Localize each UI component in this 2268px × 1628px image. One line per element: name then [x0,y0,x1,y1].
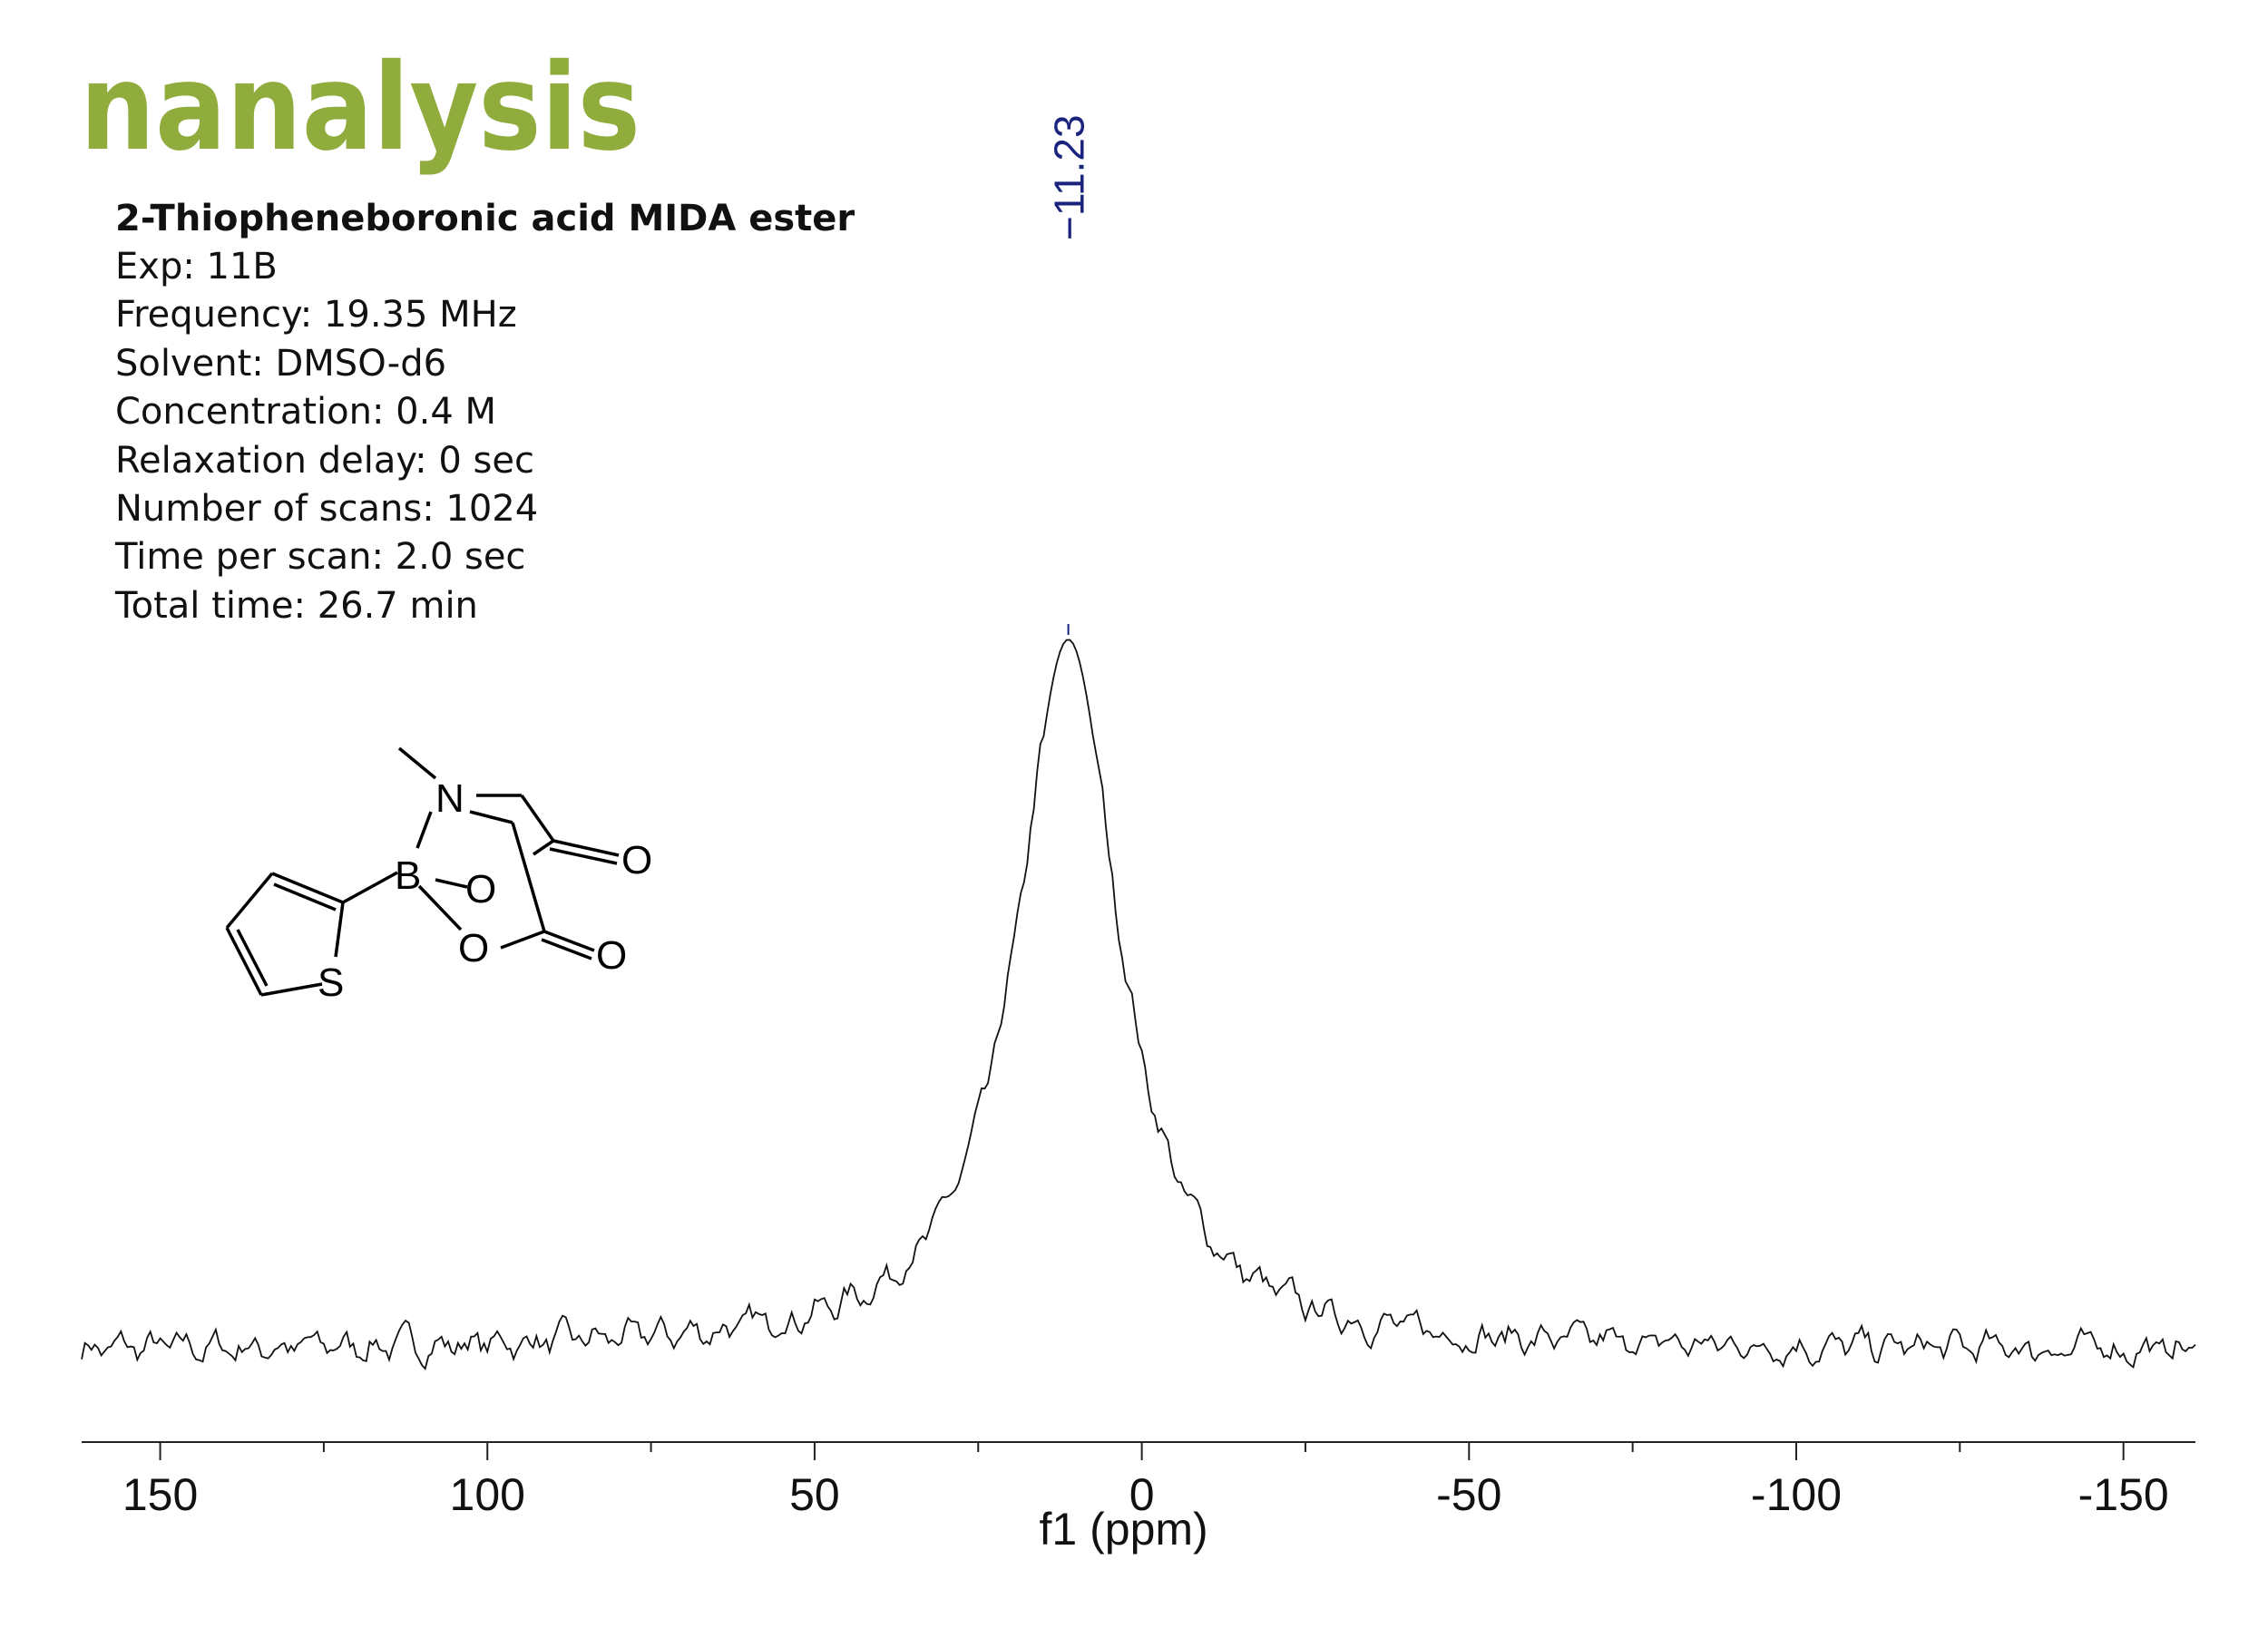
param-relaxation-delay: Relaxation delay: 0 sec [115,439,534,482]
param-solvent: Solvent: DMSO-d6 [115,342,447,385]
atom-o4: O [596,933,627,978]
sample-info: 2-Thiopheneboronic acid MIDA ester Exp: … [115,194,855,630]
molecule-structure: N B O O O O S [225,746,652,1005]
x-axis-ticks: 150 100 50 0 -50 -100 -150 [122,1442,2169,1520]
logo-text: nanalysis [80,54,640,178]
x-tick-label: 50 [789,1469,840,1520]
param-experiment: Exp: 11B [115,246,278,288]
bond-n-ch2b [469,810,513,824]
bond-co-lower-2 [541,938,592,960]
x-axis-title: f1 (ppm) [1040,1504,1208,1555]
atom-o3: O [621,838,652,882]
atom-n: N [435,776,464,821]
nanalysis-logo: nanalysis [80,54,640,178]
param-frequency: Frequency: 19.35 MHz [115,294,517,336]
x-tick-label: 0 [1129,1469,1155,1520]
bond-thio-c2-s [334,902,345,958]
bond-thio-c4-c5-dbl [236,929,269,987]
bond-thio-c2-c3 [271,872,344,904]
param-total-time: Total time: 26.7 min [115,584,478,627]
bond-thio-c2-c3-dbl [273,882,337,911]
bond-c-o2 [500,930,545,950]
atom-b: B [395,853,421,898]
bond-co-lower [543,930,595,952]
atom-o2: O [458,926,489,970]
bond-b-o1 [435,878,468,889]
bond-c-o1 [533,839,554,856]
bond-b-o2 [417,884,463,931]
bond-co-upper-2 [549,847,618,865]
x-tick-label: -50 [1436,1469,1501,1520]
bond-thio-c3-c4 [225,872,274,930]
param-number-of-scans: Number of scans: 1024 [115,488,539,531]
peak-label: −11.23 [1046,114,1093,240]
atom-s: S [318,960,344,1005]
spectrum-layer [81,639,2196,1370]
param-concentration: Concentration: 0.4 M [115,391,496,434]
bond-co-upper [552,839,620,857]
x-tick-label: -100 [1751,1469,1842,1520]
spectrum-trace [81,639,2196,1370]
x-tick-label: 150 [122,1469,198,1520]
bond-n-b [415,811,433,849]
atom-o1: O [465,867,496,911]
x-tick-label: 100 [450,1469,525,1520]
bond-b-thienyl [342,871,398,904]
bond-ch2a-c [520,794,555,843]
sample-title: 2-Thiopheneboronic acid MIDA ester [115,198,855,239]
peak-labels: −11.23 [1046,114,1093,635]
x-tick-label: -150 [2078,1469,2169,1520]
param-time-per-scan: Time per scan: 2.0 sec [115,536,526,579]
bond-thio-c5-s [260,982,323,997]
bond-methyl [397,746,437,780]
bond-ch2b-c [511,822,546,932]
bond-thio-c4-c5 [225,927,263,996]
